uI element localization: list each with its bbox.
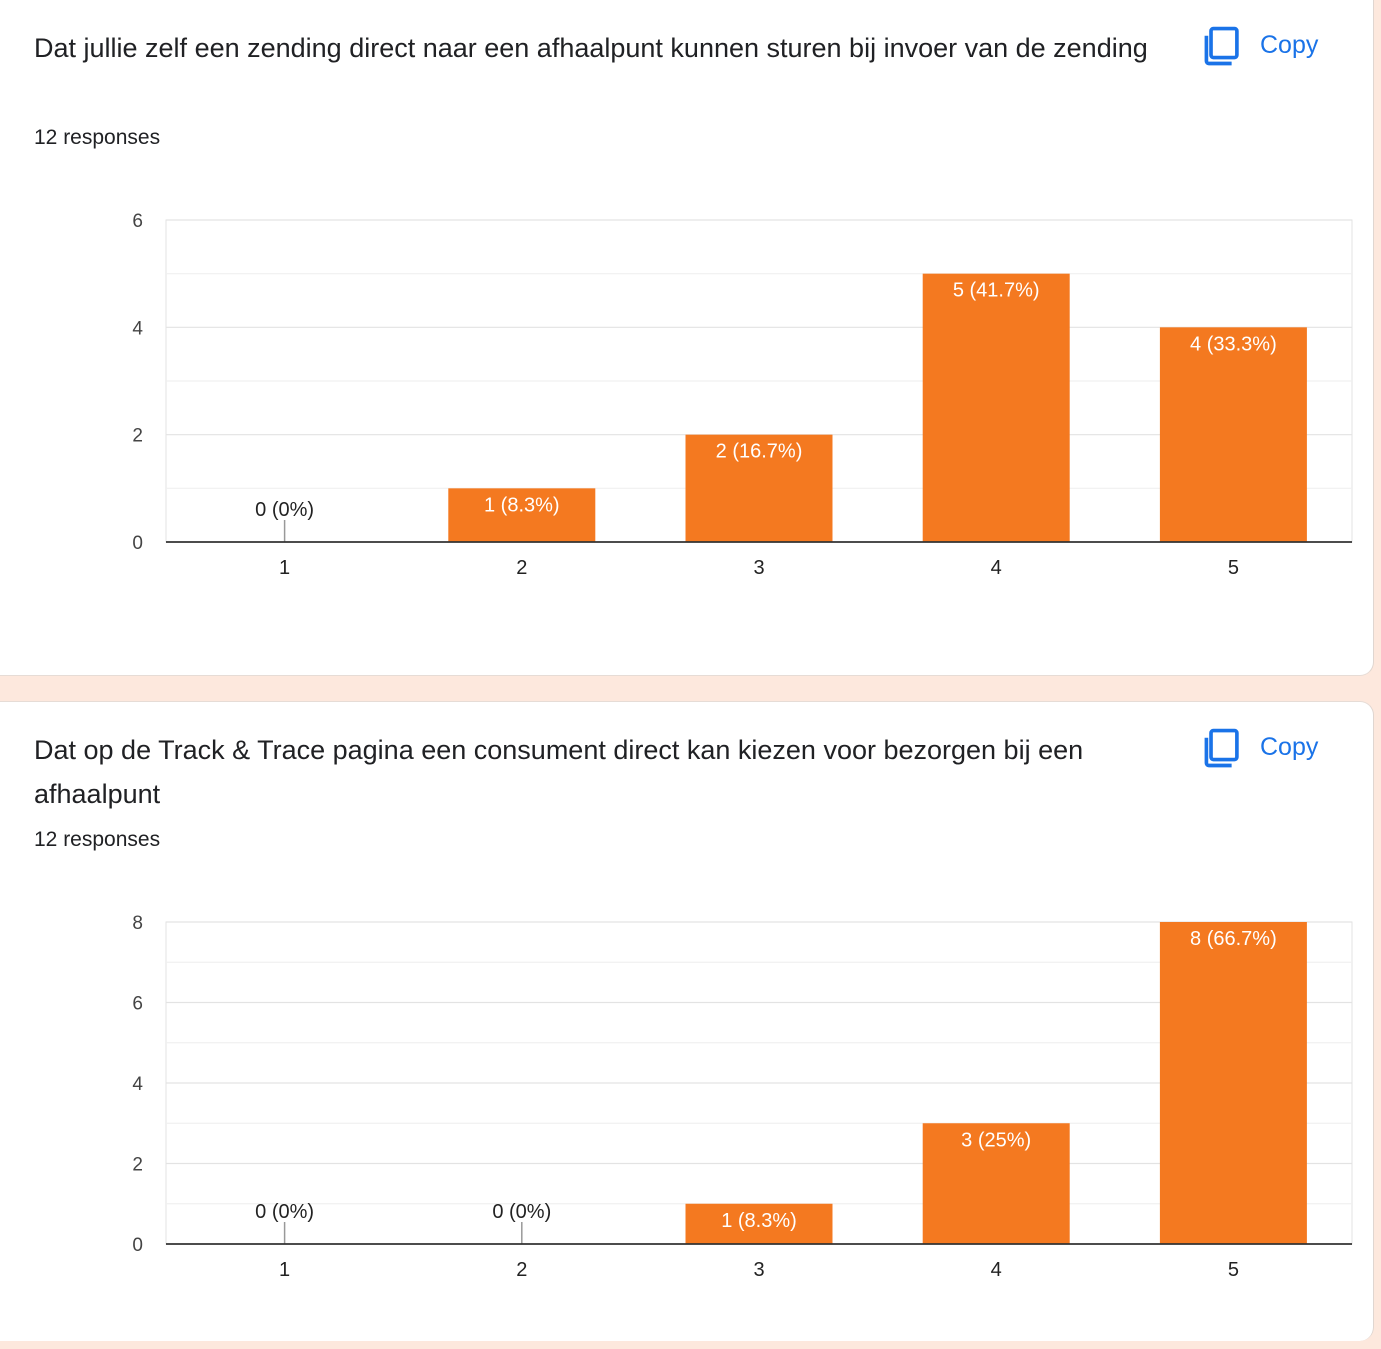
copy-label: Copy	[1260, 732, 1319, 761]
y-tick-label: 6	[132, 211, 143, 232]
y-tick-label: 6	[132, 994, 143, 1015]
data-label: 8 (66.7%)	[1190, 928, 1277, 950]
x-tick-label: 5	[1228, 1259, 1239, 1281]
data-label: 1 (8.3%)	[484, 494, 560, 516]
bar-chart: 0 2 4 6 0 (0%) 1 1 (8.3%) 2 2 (16.7%) 3 5 (41.7%) 4…	[132, 211, 1353, 579]
y-tick-label: 0	[132, 1235, 143, 1256]
data-label: 5 (41.7%)	[953, 280, 1040, 302]
data-label: 4 (33.3%)	[1190, 333, 1277, 355]
copy-label: Copy	[1260, 30, 1319, 59]
copy-button[interactable]: Copy	[1200, 22, 1340, 68]
copy-icon	[1204, 728, 1239, 768]
x-tick-label: 4	[991, 1259, 1002, 1281]
x-tick-label: 1	[279, 1259, 290, 1281]
data-label: 0 (0%)	[255, 1201, 314, 1223]
y-tick-label: 2	[132, 1155, 143, 1176]
data-label: 1 (8.3%)	[721, 1210, 797, 1232]
x-tick-label: 4	[991, 557, 1002, 579]
x-tick-label: 3	[753, 557, 764, 579]
data-label: 3 (25%)	[961, 1129, 1031, 1151]
x-tick-label: 2	[516, 1259, 527, 1281]
copy-button[interactable]: Copy	[1200, 724, 1340, 770]
bar[interactable]	[922, 273, 1070, 542]
data-label: 0 (0%)	[255, 499, 314, 521]
question-card-2: Dat op de Track & Trace pagina een consu…	[0, 701, 1374, 1341]
bar[interactable]	[685, 1203, 833, 1244]
data-label: 0 (0%)	[492, 1201, 551, 1223]
bar-chart: 0 2 4 6 8 0 (0%) 1 0 (0%) 2 1 (8.3%) 3 3 (25%) 4 8 (6…	[132, 913, 1353, 1281]
data-label: 2 (16.7%)	[716, 441, 803, 463]
question-title: Dat jullie zelf een zending direct naar …	[34, 33, 1148, 63]
responses-count: 12 responses	[34, 828, 161, 851]
bar[interactable]	[1159, 922, 1307, 1244]
bar[interactable]	[448, 488, 596, 542]
bar[interactable]	[1159, 327, 1307, 542]
question-title: Dat op de Track & Trace pagina een consu…	[34, 735, 1084, 809]
x-tick-label: 5	[1228, 557, 1239, 579]
y-tick-label: 0	[132, 533, 143, 554]
y-tick-label: 4	[132, 318, 143, 339]
responses-count: 12 responses	[34, 126, 161, 149]
x-tick-label: 3	[753, 1259, 764, 1281]
bar[interactable]	[685, 434, 833, 542]
bar[interactable]	[922, 1123, 1070, 1244]
copy-icon	[1204, 26, 1239, 66]
question-card-1: Dat jullie zelf een zending direct naar …	[0, 0, 1374, 676]
x-tick-label: 1	[279, 557, 290, 579]
y-tick-label: 8	[132, 913, 143, 934]
x-tick-label: 2	[516, 557, 527, 579]
y-tick-label: 2	[132, 426, 143, 447]
y-tick-label: 4	[132, 1074, 143, 1095]
